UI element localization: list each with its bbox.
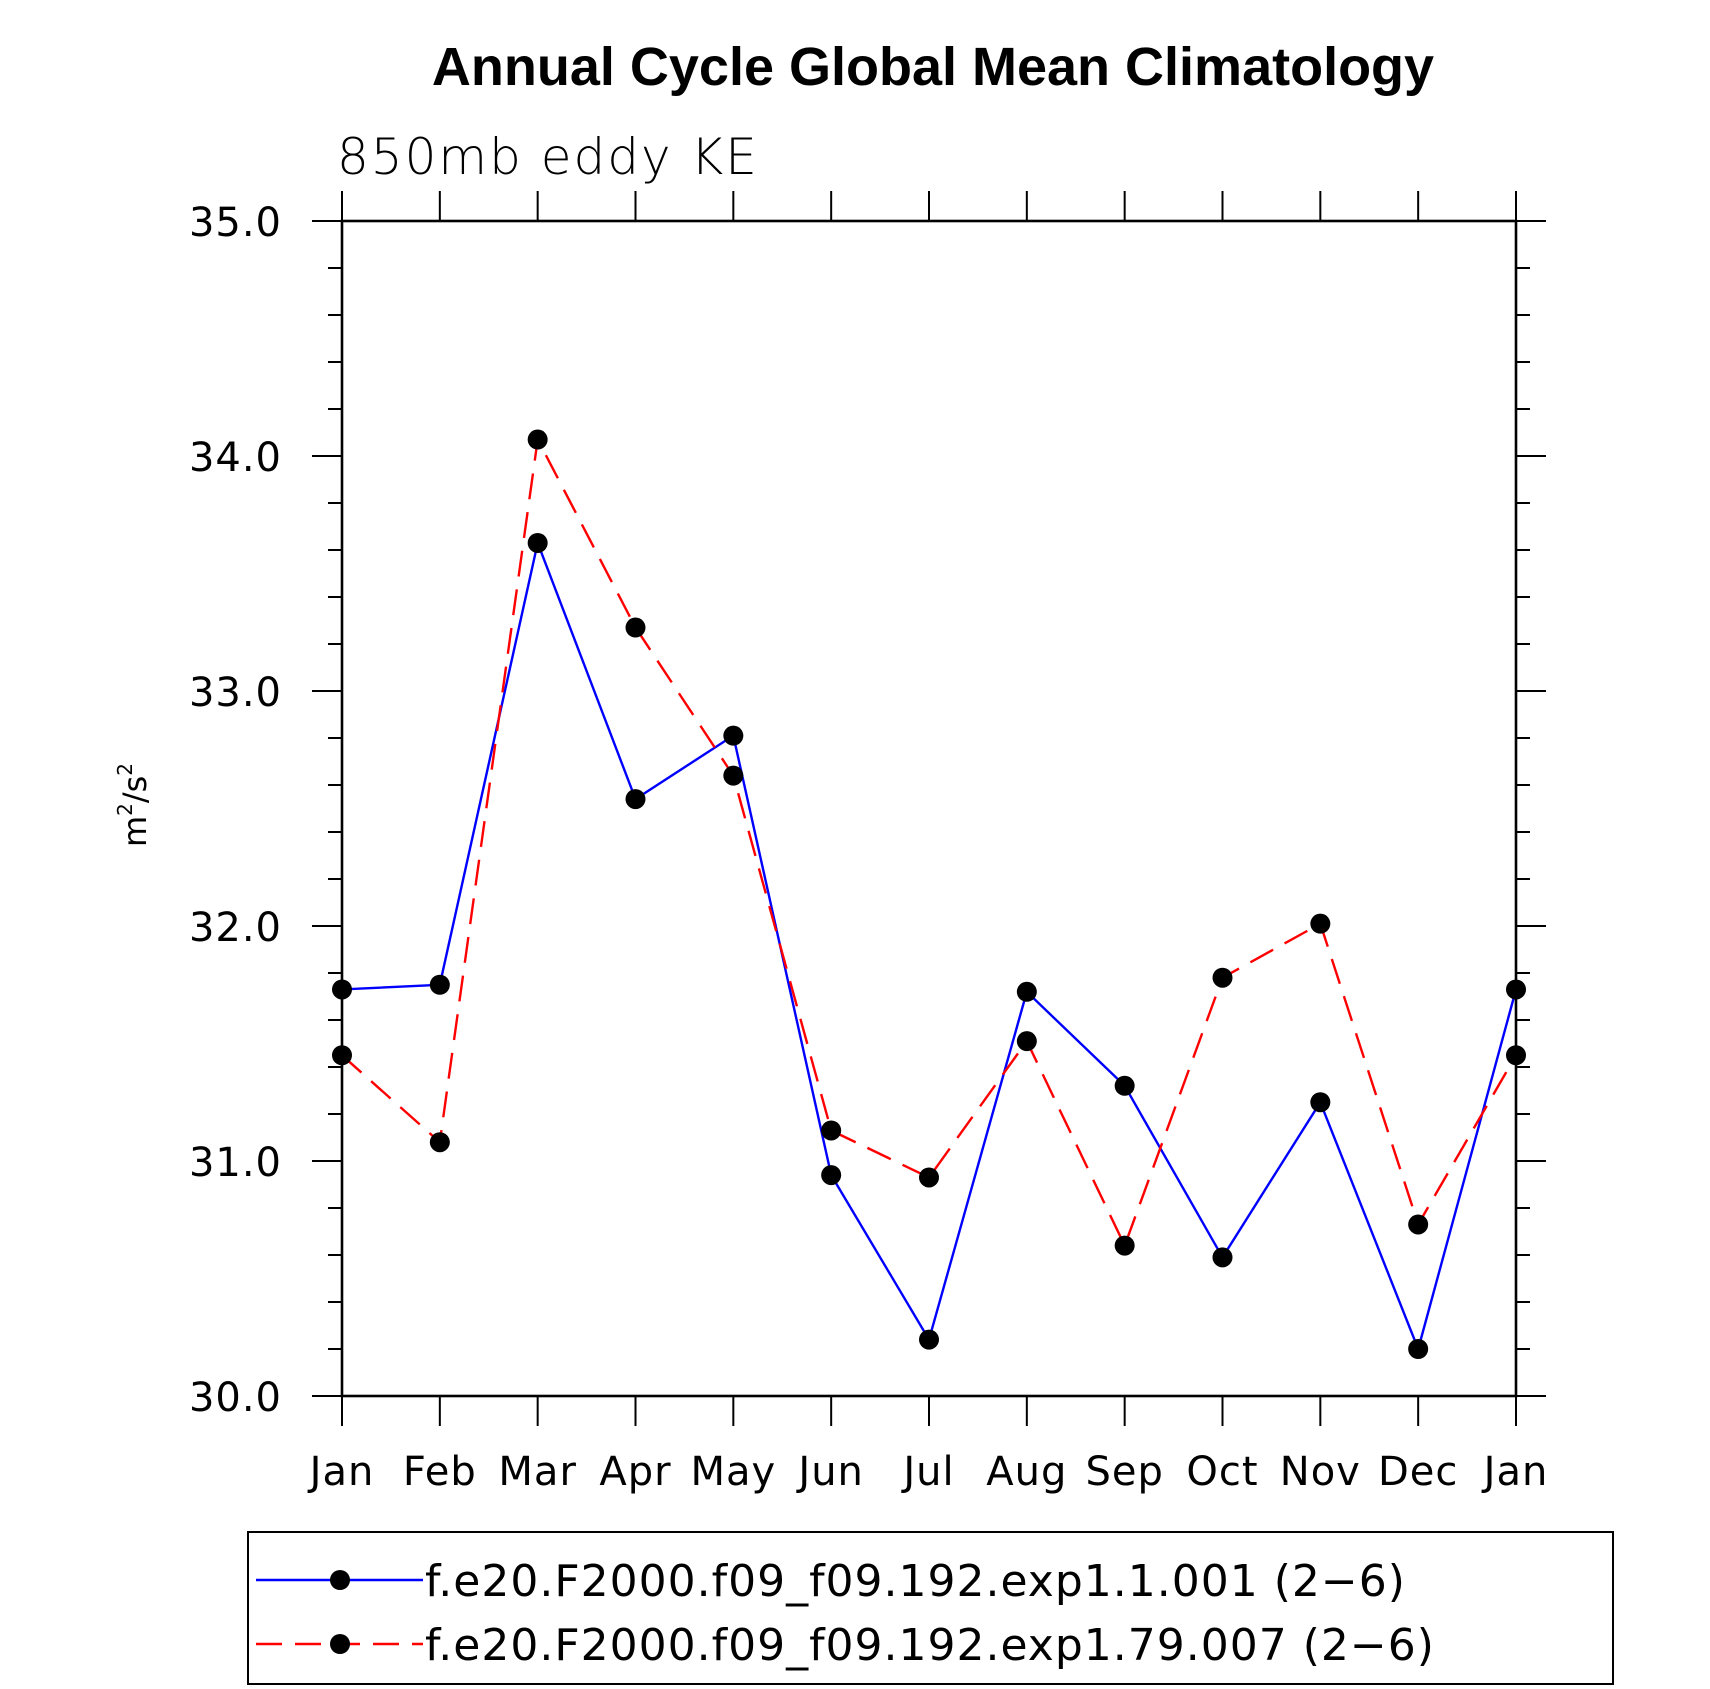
series-layer: [332, 429, 1526, 1359]
y-tick-label: 35.0: [189, 200, 282, 246]
plot-frame: [340, 219, 1518, 1398]
x-tick-label: Dec: [1378, 1449, 1458, 1495]
data-point: [821, 1165, 842, 1186]
y-tick-label: 32.0: [189, 905, 282, 951]
legend: f.e20.F2000.f09_f09.192.exp1.1.001 (2−6)…: [247, 1531, 1614, 1685]
data-point: [1016, 1031, 1037, 1052]
data-point: [1212, 967, 1233, 988]
data-point: [1114, 1075, 1135, 1096]
data-point: [1408, 1339, 1429, 1359]
data-point: [625, 789, 646, 810]
y-tick-label: 30.0: [189, 1375, 282, 1421]
data-point: [527, 532, 548, 553]
data-point: [1016, 981, 1037, 1002]
y-tick-label: 31.0: [189, 1140, 282, 1186]
data-point: [1310, 913, 1331, 934]
x-tick-label: Oct: [1186, 1449, 1258, 1495]
chart-subtitle: 850mb eddy KE: [337, 128, 759, 186]
legend-label: f.e20.F2000.f09_f09.192.exp1.1.001 (2−6): [425, 1556, 1406, 1607]
y-axis-label: m2/s2: [113, 763, 154, 847]
data-point: [625, 617, 646, 638]
data-point: [527, 429, 548, 450]
x-tick-label: Jul: [900, 1449, 954, 1495]
series-2: [332, 429, 1526, 1256]
data-point: [429, 974, 450, 995]
x-tick-label: Jun: [795, 1449, 864, 1495]
data-point: [723, 725, 744, 746]
x-tick-label: Sep: [1085, 1449, 1163, 1495]
y-tick-label: 33.0: [189, 670, 282, 716]
data-point: [1506, 979, 1526, 1000]
x-tick-label: Jan: [307, 1449, 375, 1495]
data-point: [919, 1167, 939, 1188]
chart-title: Annual Cycle Global Mean Climatology: [432, 37, 1434, 97]
x-tick-label: Jan: [1481, 1449, 1549, 1495]
series-1: [332, 532, 1526, 1359]
x-tick-label: Mar: [498, 1449, 576, 1495]
x-tick-label: Feb: [403, 1449, 477, 1495]
plot-axes: 30.0 31.0 32.0 33.0 34.0 35.0 Jan Feb Mar Apr May J…: [189, 191, 1549, 1495]
x-tick-label: Aug: [986, 1449, 1067, 1495]
data-point: [1310, 1092, 1331, 1113]
x-tick-label: Apr: [599, 1449, 671, 1495]
x-tick-label: May: [690, 1449, 776, 1495]
data-point: [332, 979, 352, 1000]
y-tick-label: 34.0: [189, 435, 282, 481]
data-point: [1506, 1045, 1526, 1066]
data-point: [919, 1329, 939, 1350]
legend-label: f.e20.F2000.f09_f09.192.exp1.79.007 (2−6…: [425, 1620, 1435, 1671]
legend-box: [247, 1531, 1614, 1685]
series-line: [341, 438, 1518, 1247]
legend-marker: [330, 1634, 350, 1654]
data-point: [1212, 1247, 1233, 1268]
legend-marker: [330, 1570, 350, 1590]
data-point: [723, 765, 744, 786]
x-tick-label: Nov: [1280, 1449, 1361, 1495]
data-point: [429, 1132, 450, 1153]
series-line: [341, 541, 1518, 1351]
data-point: [1114, 1235, 1135, 1256]
data-point: [332, 1045, 352, 1066]
data-point: [1408, 1214, 1429, 1235]
data-point: [821, 1120, 842, 1141]
